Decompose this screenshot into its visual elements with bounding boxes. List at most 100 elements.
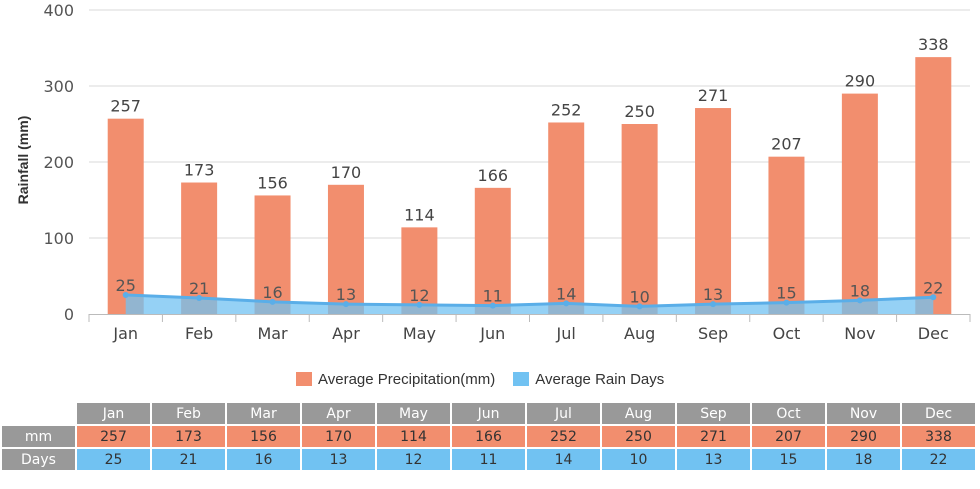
precipitation-bar-labels: 257 173 156 170 114 166 252 250 271 207 290 338 bbox=[110, 35, 948, 224]
rain-days-point bbox=[930, 294, 937, 301]
table-cell-mm: 166 bbox=[450, 424, 527, 449]
table-cell-mm: 252 bbox=[525, 424, 602, 449]
rain-days-label: 21 bbox=[189, 279, 209, 298]
precipitation-bar bbox=[841, 93, 878, 314]
table-cell-days: 16 bbox=[225, 447, 302, 472]
rain-days-point bbox=[710, 301, 717, 308]
precipitation-bar bbox=[254, 195, 291, 314]
precipitation-bar-label: 156 bbox=[257, 173, 288, 192]
x-tick-label: May bbox=[403, 324, 436, 343]
grid bbox=[89, 9, 970, 239]
x-tick-label: Oct bbox=[773, 324, 801, 343]
rain-days-point bbox=[196, 295, 203, 302]
table-row-mm: mm 257 173 156 170 114 166 252 250 271 207 290 338 bbox=[0, 424, 977, 449]
legend-item-rain-days[interactable]: Average Rain Days bbox=[513, 371, 664, 388]
y-tick-label: 0 bbox=[64, 305, 74, 324]
table-cell-mm: 257 bbox=[75, 424, 152, 449]
rain-days-point bbox=[636, 303, 643, 310]
table-header-cell: Jan bbox=[75, 401, 152, 426]
precipitation-bar bbox=[181, 182, 218, 314]
rain-days-label: 14 bbox=[556, 284, 576, 303]
rain-days-label: 10 bbox=[629, 287, 649, 306]
rain-days-point bbox=[489, 302, 496, 309]
precipitation-bar bbox=[327, 184, 364, 314]
rain-days-line bbox=[125, 293, 934, 308]
rain-days-point bbox=[563, 300, 570, 307]
x-tick-label: Jun bbox=[479, 324, 505, 343]
table-cell-mm: 156 bbox=[225, 424, 302, 449]
rain-days-label: 22 bbox=[923, 278, 943, 297]
y-tick-label: 300 bbox=[43, 77, 74, 96]
y-tick-labels: 0 100 200 300 400 bbox=[43, 1, 74, 324]
table-row-label-mm: mm bbox=[0, 424, 77, 449]
table-header-cell: Apr bbox=[300, 401, 377, 426]
table-header-cell: Dec bbox=[900, 401, 977, 426]
precipitation-bar bbox=[401, 227, 438, 314]
y-tick-label: 100 bbox=[43, 229, 74, 248]
table-cell-mm: 271 bbox=[675, 424, 752, 449]
precipitation-bar-label: 170 bbox=[331, 163, 362, 182]
table-cell-days: 13 bbox=[300, 447, 377, 472]
precipitation-bar bbox=[915, 57, 952, 315]
legend-label-rain-days: Average Rain Days bbox=[535, 370, 665, 388]
table-cell-mm: 290 bbox=[825, 424, 902, 449]
table-cell-days: 18 bbox=[825, 447, 902, 472]
table-header-cell: Sep bbox=[675, 401, 752, 426]
precipitation-bar bbox=[107, 118, 144, 315]
legend: Average Precipitation(mm) Average Rain D… bbox=[296, 369, 682, 389]
table-cell-days: 25 bbox=[75, 447, 152, 472]
precipitation-bar bbox=[621, 124, 658, 314]
precipitation-bar bbox=[548, 122, 585, 314]
table-row-days: Days 25 21 16 13 12 11 14 10 13 15 18 22 bbox=[0, 447, 977, 472]
table-cell-mm: 173 bbox=[150, 424, 227, 449]
rain-days-area bbox=[122, 292, 937, 314]
rain-days-label: 12 bbox=[409, 286, 429, 305]
legend-swatch-precipitation bbox=[296, 372, 312, 386]
table-header-cell: May bbox=[375, 401, 452, 426]
table-header-row: Jan Feb Mar Apr May Jun Jul Aug Sep Oct Nov Dec bbox=[0, 401, 977, 426]
x-tick-label: Dec bbox=[918, 324, 949, 343]
y-tick-label: 400 bbox=[43, 1, 74, 20]
precipitation-bar-label: 250 bbox=[624, 102, 655, 121]
table-header-cell: Jul bbox=[525, 401, 602, 426]
rain-days-label: 13 bbox=[703, 285, 723, 304]
rain-days-label: 11 bbox=[483, 287, 503, 306]
table-cell-mm: 207 bbox=[750, 424, 827, 449]
precipitation-bar-label: 271 bbox=[698, 86, 729, 105]
rain-days-label: 13 bbox=[336, 285, 356, 304]
table-header-cell: Feb bbox=[150, 401, 227, 426]
rain-days-point bbox=[416, 301, 423, 308]
table-cell-days: 14 bbox=[525, 447, 602, 472]
table-row-label-days: Days bbox=[0, 447, 77, 472]
precipitation-bar-label: 173 bbox=[184, 161, 215, 180]
x-tick-label: Apr bbox=[332, 324, 360, 343]
precipitation-bar-label: 252 bbox=[551, 100, 582, 119]
table-cell-mm: 338 bbox=[900, 424, 977, 449]
precipitation-bar-label: 166 bbox=[478, 166, 509, 185]
rain-days-label: 25 bbox=[116, 276, 136, 295]
table-cell-mm: 250 bbox=[600, 424, 677, 449]
y-axis-title: Rainfall (mm) bbox=[15, 116, 31, 205]
precipitation-bar-label: 207 bbox=[771, 135, 802, 154]
rain-days-point bbox=[342, 301, 349, 308]
table-cell-days: 21 bbox=[150, 447, 227, 472]
rain-days-point bbox=[269, 298, 276, 305]
precipitation-bar bbox=[768, 156, 805, 314]
table-cell-days: 10 bbox=[600, 447, 677, 472]
data-table: Jan Feb Mar Apr May Jun Jul Aug Sep Oct Nov Dec mm … bbox=[0, 401, 977, 472]
x-tick-label: Feb bbox=[185, 324, 213, 343]
precipitation-bar bbox=[695, 108, 732, 314]
table-header-cell: Oct bbox=[750, 401, 827, 426]
table-cell-days: 11 bbox=[450, 447, 527, 472]
table-cell-mm: 170 bbox=[300, 424, 377, 449]
table-header-cell: Nov bbox=[825, 401, 902, 426]
rain-days-point bbox=[856, 297, 863, 304]
table-header-cell: Aug bbox=[600, 401, 677, 426]
precipitation-bar-label: 290 bbox=[845, 72, 876, 91]
legend-item-precipitation[interactable]: Average Precipitation(mm) bbox=[296, 371, 495, 388]
y-tick-label: 200 bbox=[43, 153, 74, 172]
table-cell-days: 13 bbox=[675, 447, 752, 472]
chart: 0 100 200 300 400 Rainfall (mm) 257 173 156 170… bbox=[15, 1, 971, 343]
table-cell-mm: 114 bbox=[375, 424, 452, 449]
x-tick-label: Jul bbox=[556, 324, 576, 343]
